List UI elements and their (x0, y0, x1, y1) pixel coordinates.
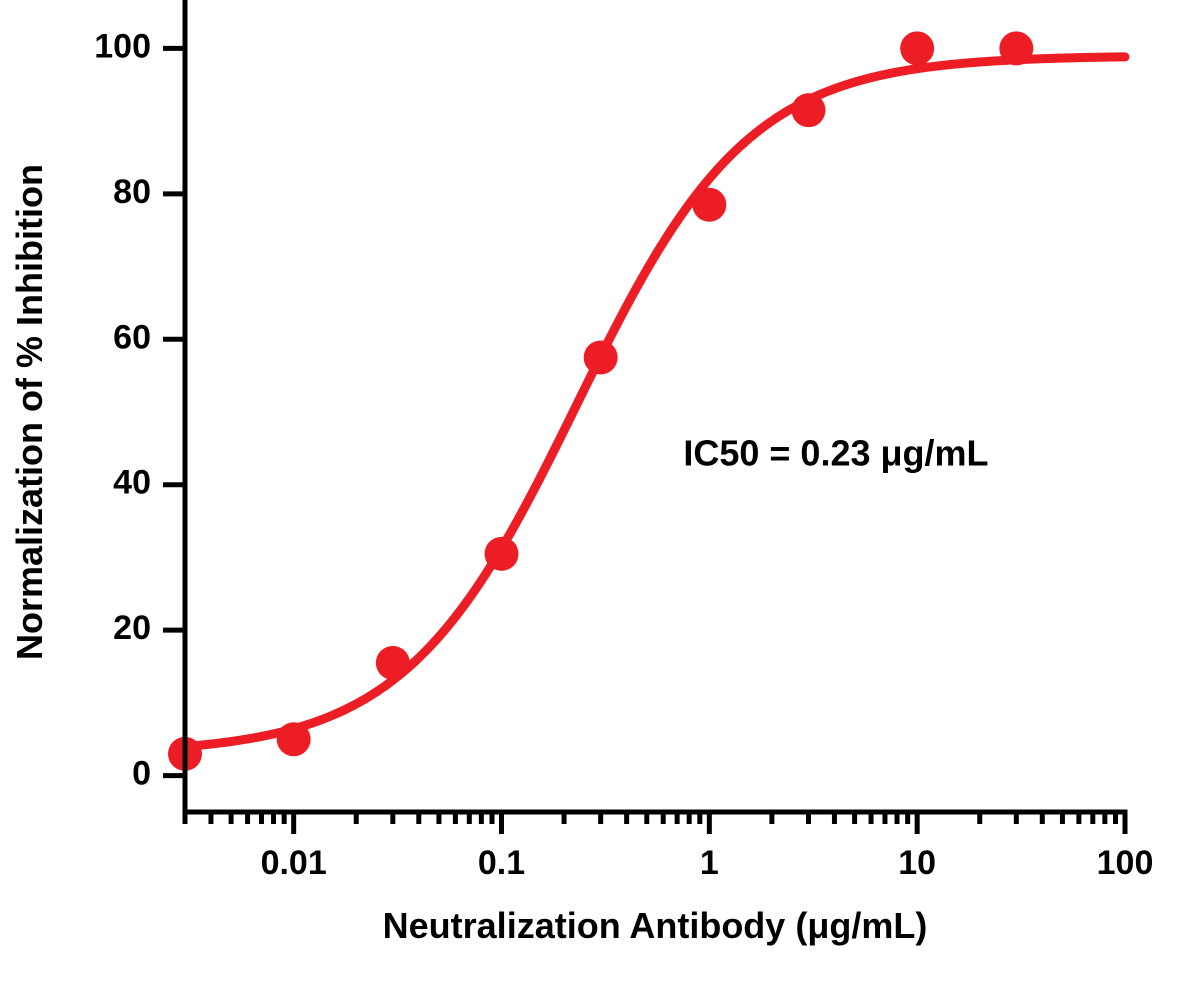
y-tick-label: 0 (132, 755, 151, 793)
x-tick-label: 100 (1097, 844, 1154, 882)
chart-svg: 0 20 40 60 80 100 0.01 0.1 1 10 100 Normalization o… (0, 0, 1192, 988)
data-point (485, 537, 519, 571)
data-point (900, 31, 934, 65)
y-tick-label: 40 (113, 464, 151, 502)
data-point (376, 646, 410, 680)
ic50-annotation: IC50 = 0.23 μg/mL (683, 432, 988, 473)
data-point (791, 93, 825, 127)
data-point (584, 340, 618, 374)
x-tick-label: 1 (700, 844, 719, 882)
x-tick-label: 10 (898, 844, 936, 882)
x-tick-label: 0.01 (261, 844, 327, 882)
y-tick-label: 100 (94, 27, 151, 65)
x-tick-label: 0.1 (478, 844, 525, 882)
data-point (277, 722, 311, 756)
data-point (692, 188, 726, 222)
y-tick-label: 20 (113, 609, 151, 647)
y-tick-label: 80 (113, 173, 151, 211)
dose-response-chart: 0 20 40 60 80 100 0.01 0.1 1 10 100 Normalization o… (0, 0, 1192, 988)
y-tick-label: 60 (113, 318, 151, 356)
x-axis-label: Neutralization Antibody (μg/mL) (383, 905, 928, 946)
data-point (999, 31, 1033, 65)
y-axis-label: Normalization of % Inhibition (9, 164, 50, 660)
